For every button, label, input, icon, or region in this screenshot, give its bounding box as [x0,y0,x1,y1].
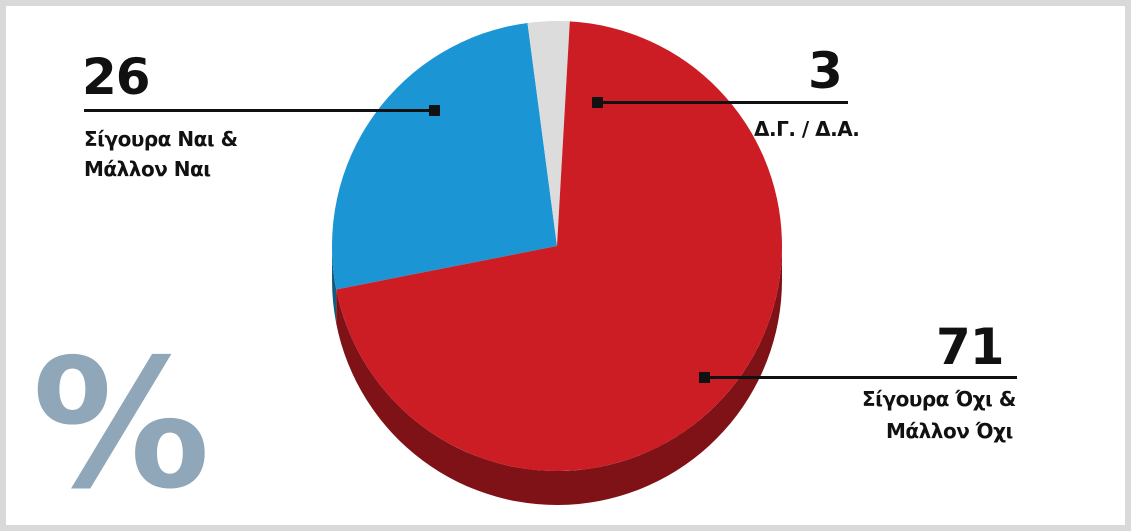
pie-slice-no [336,21,782,471]
percent-symbol: % [32,321,211,528]
leader-line-no [703,376,1017,379]
pie-slice-dk [527,20,570,246]
pie-chart [332,20,783,506]
data-label-yes-line2: Μάλλον Ναι [84,157,211,181]
pie-side-no [336,246,783,506]
data-label-dk-line1: Δ.Γ. / Δ.Α. [754,117,860,141]
leader-dot-yes [429,105,440,116]
data-label-no-line2: Μάλλον Όχι [886,419,1013,443]
leader-line-yes [84,109,436,112]
leader-dot-no [699,372,710,383]
leader-line-dk [596,101,848,104]
data-label-no-value: 71 [936,318,1005,376]
data-label-yes-value: 26 [82,48,151,106]
leader-dot-dk [592,97,603,108]
data-label-no-line1: Σίγουρα Όχι & [862,387,1016,411]
pie-side-yes [332,246,337,324]
data-label-dk-value: 3 [808,42,843,100]
data-label-yes-line1: Σίγουρα Ναι & [84,127,238,151]
pie-slice-yes [332,22,557,290]
